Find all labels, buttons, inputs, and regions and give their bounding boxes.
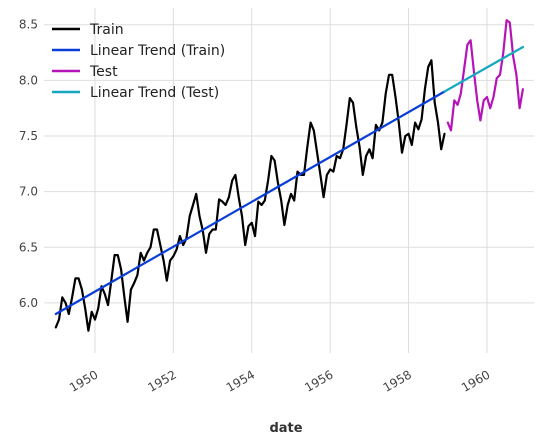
x-tick-label: 1950 [67,367,100,394]
y-tick-label: 6.5 [19,240,38,254]
y-tick-label: 7.0 [19,185,38,199]
y-tick-label: 8.0 [19,73,38,87]
x-axis-title: date [269,421,302,436]
series-lines [54,19,525,332]
x-tick-label: 1952 [145,367,178,394]
series-line-linear-trend-test [443,45,525,93]
grid [44,8,534,353]
series-line-test [446,19,524,132]
x-tick-label: 1954 [224,367,257,394]
legend-label: Linear Trend (Test) [90,85,219,101]
y-tick-label: 8.5 [19,18,38,32]
x-tick-label: 1960 [459,367,492,394]
legend-label: Test [89,64,118,80]
legend-label: Train [89,22,124,38]
x-tick-label: 1958 [381,367,414,394]
series-line-linear-trend-train [54,90,446,316]
legend: Train Linear Trend (Train) Test Linear Tren… [52,22,225,101]
y-tick-label: 6.0 [19,296,38,310]
legend-label: Linear Trend (Train) [90,43,225,59]
y-tick-label: 7.5 [19,129,38,143]
x-tick-label: 1956 [302,367,335,394]
